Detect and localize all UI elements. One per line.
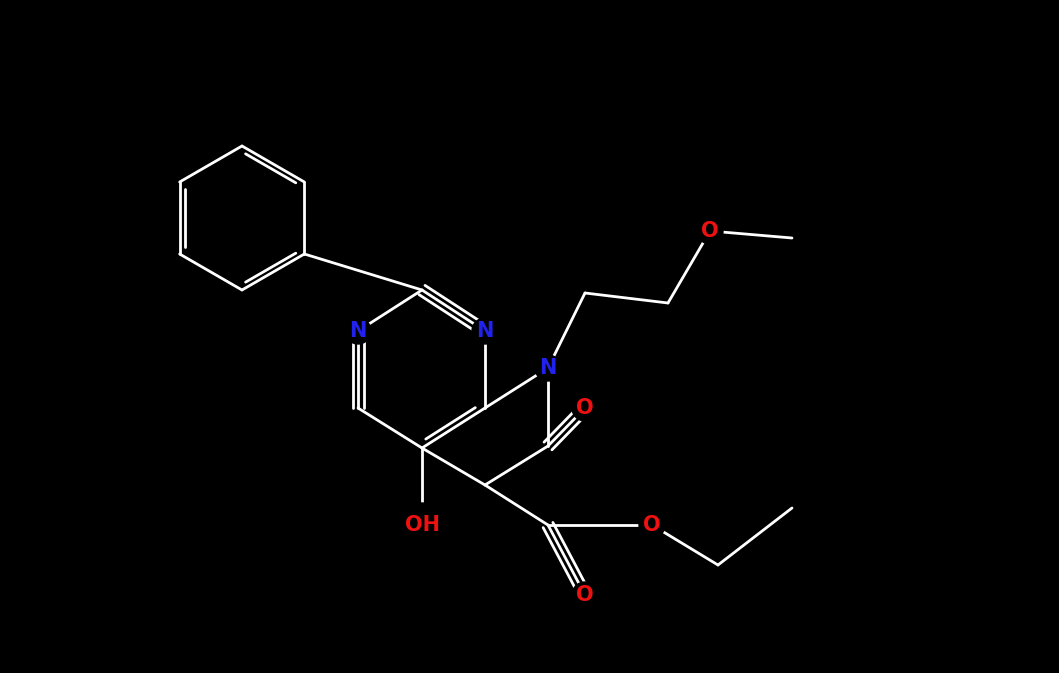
Text: N: N [349, 321, 366, 341]
Circle shape [572, 395, 598, 421]
Text: O: O [643, 515, 661, 535]
Text: O: O [576, 585, 594, 605]
Circle shape [400, 503, 444, 547]
Text: O: O [576, 398, 594, 418]
Circle shape [639, 512, 665, 538]
Text: OH: OH [405, 515, 439, 535]
Circle shape [472, 318, 498, 344]
Text: N: N [539, 358, 557, 378]
Circle shape [572, 582, 598, 608]
Circle shape [697, 218, 723, 244]
Text: O: O [701, 221, 719, 241]
Circle shape [535, 355, 561, 381]
Circle shape [345, 318, 371, 344]
Text: N: N [477, 321, 493, 341]
